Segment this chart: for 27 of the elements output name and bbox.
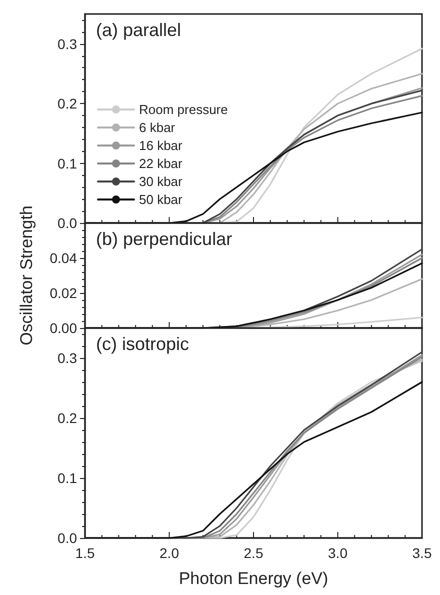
x-tick-label: 3.0	[328, 545, 348, 561]
legend-label: 22 kbar	[139, 156, 184, 171]
chart-title: (b) perpendicular	[96, 229, 232, 249]
y-tick-label: 0.1	[58, 155, 78, 172]
x-tick-label: 2.5	[244, 545, 264, 561]
y-tick-label: 0.3	[58, 350, 78, 366]
legend-label: 16 kbar	[139, 138, 184, 153]
y-tick-label: 0.2	[58, 96, 78, 112]
y-tick-label: 0.00	[50, 320, 78, 336]
legend-label: 6 kbar	[139, 120, 176, 135]
legend-label: 30 kbar	[139, 174, 184, 189]
x-tick-label: 1.5	[75, 545, 95, 561]
y-tick-label: 0.1	[58, 470, 78, 486]
legend-label: 50 kbar	[139, 192, 184, 207]
y-tick-label: 0.0	[58, 215, 78, 231]
y-tick-label: 0.3	[58, 36, 78, 52]
chart-title: (a) parallel	[96, 20, 182, 40]
y-tick-label: 0.02	[50, 285, 78, 301]
x-axis-title: Photon Energy (eV)	[178, 569, 328, 588]
y-tick-label: 0.2	[58, 410, 78, 426]
legend-label: Room pressure	[139, 102, 228, 117]
chart-title: (c) isotropic	[96, 334, 190, 354]
y-axis-title: Oscillator Strength	[17, 206, 36, 346]
x-tick-label: 2.0	[160, 545, 180, 561]
y-tick-label: 0.0	[58, 530, 78, 546]
y-tick-label: 0.04	[50, 250, 78, 266]
x-tick-label: 3.5	[412, 545, 432, 561]
